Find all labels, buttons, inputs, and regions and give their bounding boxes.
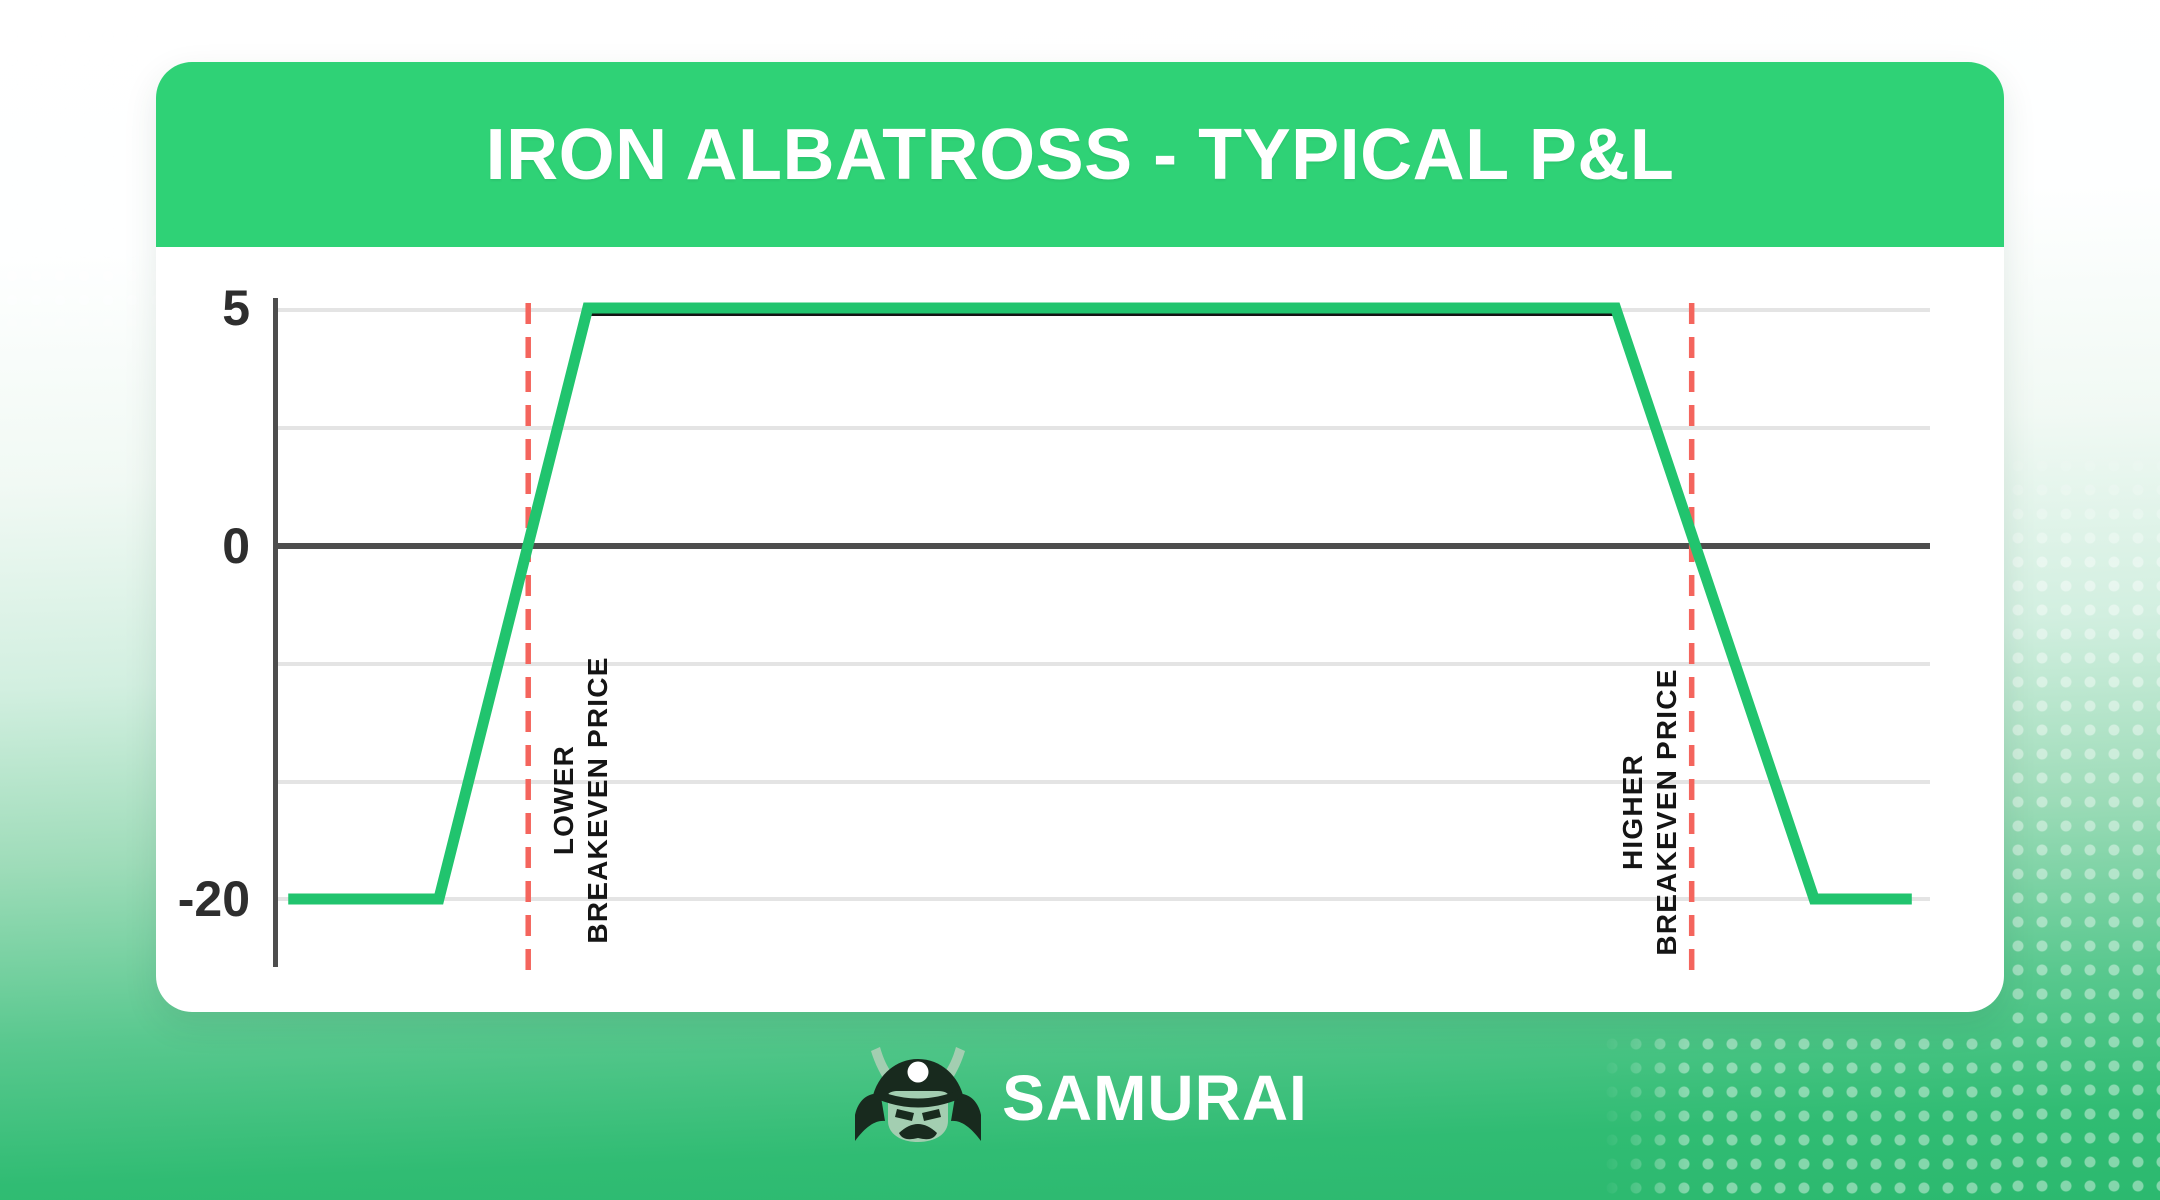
y-axis-tick-0: 0 [222,518,250,574]
y-axis-tick-neg20: -20 [177,871,250,927]
higher-breakeven-label-line2: BREAKEVEN PRICE [1650,668,1682,956]
lower-breakeven-label: LOWER BREAKEVEN PRICE [547,656,615,943]
chart-header-banner: IRON ALBATROSS - TYPICAL P&L [156,62,2004,247]
brand-footer: SAMURAI [0,1036,2160,1160]
page-title: IRON ALBATROSS - TYPICAL P&L [485,114,1675,195]
higher-breakeven-label: HIGHER BREAKEVEN PRICE [1616,668,1684,955]
chart-card: IRON ALBATROSS - TYPICAL P&L [156,62,2004,1012]
higher-breakeven-label-line1: HIGHER [1616,753,1648,871]
brand-name: SAMURAI [1002,1062,1308,1134]
y-axis-tick-5: 5 [222,280,250,336]
lower-breakeven-label-line1: LOWER [548,744,580,856]
lower-breakeven-label-line2: BREAKEVEN PRICE [582,656,614,944]
samurai-helmet-icon [855,1047,982,1142]
